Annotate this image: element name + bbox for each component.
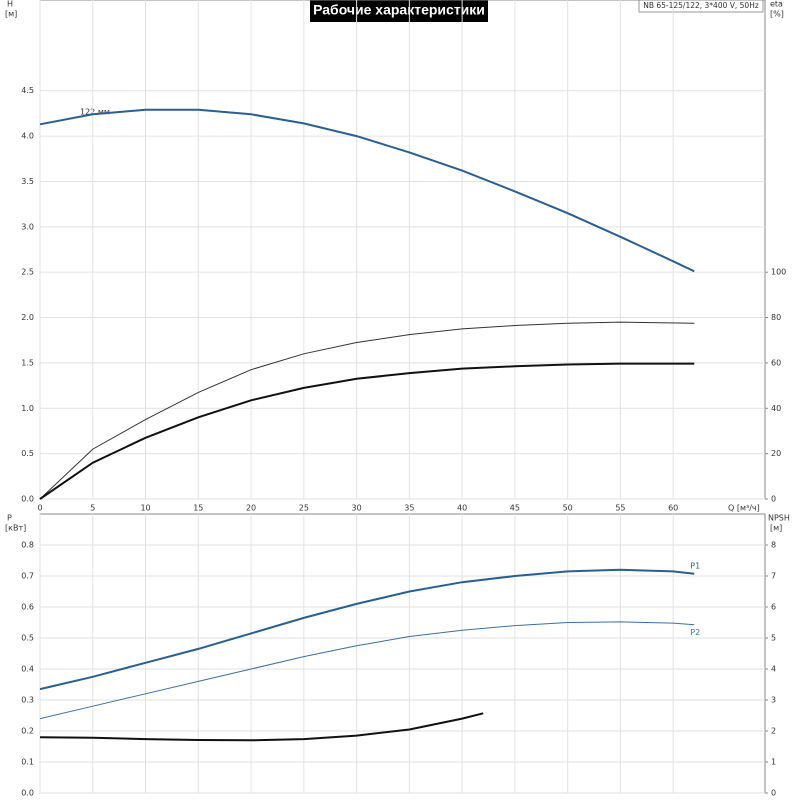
y-tick-label: 0.8	[21, 541, 34, 550]
y2-tick-label: 60	[771, 358, 781, 367]
y2-tick-label: 80	[771, 313, 781, 322]
x-tick-label: 40	[457, 504, 467, 513]
y2-tick-label: 6	[771, 603, 776, 612]
x-tick-label: 60	[668, 504, 678, 513]
curve	[39, 621, 695, 720]
x-tick-label: 50	[563, 504, 573, 513]
y-tick-label: 0.2	[21, 727, 34, 736]
y2-tick-label: 7	[771, 572, 776, 581]
curve	[39, 568, 695, 691]
y-label: P	[7, 514, 12, 523]
curve	[39, 321, 695, 500]
x-tick-label: 35	[404, 504, 414, 513]
annotation: 122 мм	[80, 108, 110, 117]
y-tick-label: 1.0	[21, 404, 34, 413]
curve-label: P1	[690, 561, 700, 570]
x-tick-label: 5	[90, 504, 95, 513]
y-tick-label: 0.6	[21, 603, 34, 612]
y2-unit: [%]	[770, 10, 784, 19]
y2-unit: [м]	[770, 524, 782, 533]
y-tick-label: 2.5	[21, 268, 34, 277]
y2-tick-label: 1	[771, 758, 776, 767]
x-tick-label: 25	[299, 504, 309, 513]
curve-label: P2	[690, 628, 700, 637]
curve	[39, 362, 695, 500]
y-tick-label: 2.0	[21, 313, 34, 322]
x-tick-label: 10	[140, 504, 150, 513]
y2-tick-label: 20	[771, 449, 781, 458]
y2-tick-label: 2	[771, 727, 776, 736]
x-tick-label: 0	[37, 504, 42, 513]
model-box	[638, 0, 764, 13]
y-tick-label: 3.0	[21, 222, 34, 231]
model-label: NB 65-125/122, 3*400 V, 50Hz	[643, 1, 759, 10]
x-tick-label: 15	[193, 504, 203, 513]
y-tick-label: 4.0	[21, 132, 34, 141]
y-tick-label: 0.4	[21, 665, 34, 674]
y-tick-label: 0.7	[21, 572, 34, 581]
x-tick-label: 45	[510, 504, 520, 513]
y2-tick-label: 0	[771, 495, 776, 504]
curve	[39, 712, 484, 742]
title-box	[310, 0, 488, 22]
y2-tick-label: 100	[771, 268, 786, 277]
y-tick-label: 0.0	[21, 495, 34, 504]
plot-frame	[39, 0, 766, 500]
x-label: Q [м³/ч]	[728, 504, 760, 513]
y2-label: eta	[770, 0, 783, 9]
y2-tick-label: 0	[771, 789, 776, 798]
y-label: H	[7, 0, 13, 9]
y-unit: [м]	[5, 10, 17, 19]
y-tick-label: 4.5	[21, 86, 34, 95]
y-tick-label: 0.5	[21, 634, 34, 643]
y2-tick-label: 8	[771, 541, 776, 550]
y-tick-label: 0.5	[21, 449, 34, 458]
y2-tick-label: 5	[771, 634, 776, 643]
y-unit: [кВт]	[5, 524, 26, 533]
y2-tick-label: 4	[771, 665, 776, 674]
y2-tick-label: 40	[771, 404, 781, 413]
y-tick-label: 0.3	[21, 696, 34, 705]
x-tick-label: 30	[352, 504, 362, 513]
x-tick-label: 55	[615, 504, 625, 513]
y-tick-label: 0.0	[21, 789, 34, 798]
x-tick-label: 20	[246, 504, 256, 513]
y-tick-label: 3.5	[21, 177, 34, 186]
y2-label: NPSH	[768, 514, 790, 523]
chart-title: Рабочие характеристики	[313, 2, 485, 18]
plot-frame	[39, 513, 766, 794]
y-tick-label: 0.1	[21, 758, 34, 767]
y2-tick-label: 3	[771, 696, 776, 705]
y-tick-label: 1.5	[21, 358, 34, 367]
curve	[39, 108, 695, 273]
